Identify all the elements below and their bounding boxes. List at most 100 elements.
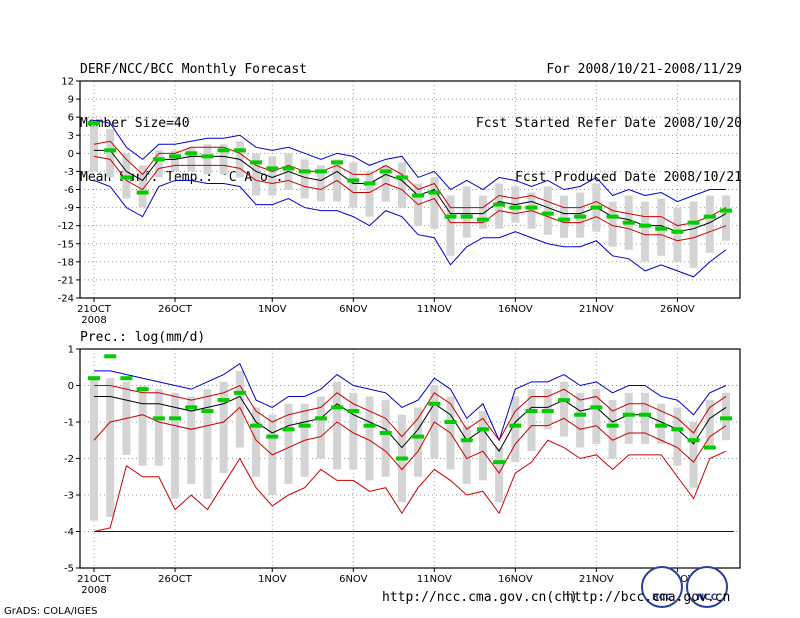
bcc-url[interactable]: http://bcc.cma.gov.cn (566, 590, 731, 605)
obs-marker (217, 398, 230, 403)
spread-box (559, 381, 568, 437)
upper-spread-line (93, 140, 727, 227)
obs-marker (638, 412, 651, 417)
obs-marker (671, 427, 684, 432)
chart-title: DERF/NCC/BCC Monthly Forecast (80, 62, 307, 77)
ncc-logo: NCC (686, 566, 728, 608)
obs-marker (185, 405, 198, 410)
obs-marker (104, 354, 117, 359)
obs-marker (541, 211, 554, 216)
obs-marker (687, 220, 700, 225)
y-tick-label: -12 (58, 221, 74, 232)
spread-box (624, 392, 633, 444)
obs-marker (331, 160, 344, 165)
spread-box (397, 162, 406, 208)
obs-marker (120, 175, 133, 180)
produced-date: Fcst Produced Date 2008/10/21 (515, 170, 742, 185)
obs-marker (671, 229, 684, 234)
obs-marker (638, 223, 651, 228)
spread-box (90, 378, 98, 521)
spread-box (349, 162, 358, 208)
spread-box (154, 150, 163, 178)
spread-box (722, 195, 730, 241)
obs-marker (120, 376, 133, 381)
y-tick-label: -1 (64, 418, 74, 429)
obs-marker (379, 169, 392, 174)
spread-box (187, 147, 196, 172)
spread-box (219, 144, 228, 175)
y-tick-label: -4 (64, 527, 74, 538)
y-tick-label: 1 (68, 345, 74, 356)
x-tick-label: 11NOV (417, 574, 452, 585)
obs-marker (476, 217, 489, 222)
y-tick-label: -24 (58, 294, 74, 305)
obs-marker (720, 208, 732, 213)
obs-marker (152, 416, 165, 421)
obs-marker (363, 423, 376, 428)
obs-marker (493, 202, 506, 207)
obs-marker (250, 160, 263, 165)
obs-marker (233, 148, 246, 153)
ncc-url[interactable]: http://ncc.cma.gov.cn(ch) (382, 590, 578, 605)
spread-box (300, 159, 309, 199)
spread-box (608, 201, 617, 247)
spread-box (252, 407, 261, 477)
plot-frame (79, 80, 741, 299)
obs-marker (136, 190, 149, 195)
y-tick-label: 3 (68, 131, 74, 142)
x-tick-label: 16NOV (498, 304, 533, 315)
spread-box (673, 407, 682, 466)
y-tick-label: -6 (64, 185, 74, 196)
spread-box (316, 165, 325, 202)
obs-marker (703, 445, 716, 450)
spread-box (316, 396, 325, 459)
y-tick-label: 0 (68, 149, 74, 160)
max-envelope-line (93, 119, 726, 203)
y-tick-label: 0 (68, 381, 74, 392)
lower-tail-line (93, 439, 727, 532)
min-envelope-line (93, 179, 727, 278)
y-tick-label: -15 (58, 239, 74, 250)
obs-marker (622, 412, 635, 417)
obs-marker (379, 430, 392, 435)
started-date: Fcst Started Refer Date 2008/10/20 (475, 116, 742, 131)
x-tick-label: 21NOV (579, 304, 614, 315)
obs-marker (444, 214, 457, 219)
x-tick-label: 6NOV (339, 574, 368, 585)
spread-box (689, 422, 698, 488)
spread-box (171, 392, 180, 499)
obs-marker (574, 412, 587, 417)
spread-box (705, 400, 714, 448)
spread-box (349, 392, 358, 470)
spread-box (138, 385, 147, 466)
spread-box (187, 396, 196, 485)
x-tick-label: 21OCT (77, 304, 112, 315)
spread-box (171, 150, 180, 172)
obs-marker (152, 157, 165, 162)
obs-marker (347, 178, 360, 183)
spread-box (495, 447, 504, 503)
y-tick-label: 9 (68, 95, 74, 106)
obs-marker (363, 181, 376, 186)
forecast-period: For 2008/10/21-2008/11/29 (546, 62, 742, 77)
bcc-logo: BCC (641, 566, 683, 608)
x-tick-label: 6NOV (339, 304, 368, 315)
obs-marker (282, 427, 295, 432)
obs-marker (606, 214, 619, 219)
y-tick-label: -2 (64, 454, 74, 465)
x-tick-label: 26OCT (158, 574, 193, 585)
obs-marker (217, 148, 230, 153)
obs-marker (541, 409, 554, 414)
obs-marker (331, 405, 344, 410)
spread-box (365, 171, 374, 217)
y-tick-label: -3 (64, 167, 74, 178)
grads-label: GrADS: COLA/IGES (4, 606, 98, 617)
spread-box (106, 378, 115, 517)
obs-marker (250, 423, 263, 428)
x-tick-label: 26NOV (660, 304, 695, 315)
upper-spread-line (94, 384, 727, 442)
spread-box (446, 195, 455, 256)
max-envelope-line (94, 362, 727, 442)
spread-box (640, 392, 649, 444)
